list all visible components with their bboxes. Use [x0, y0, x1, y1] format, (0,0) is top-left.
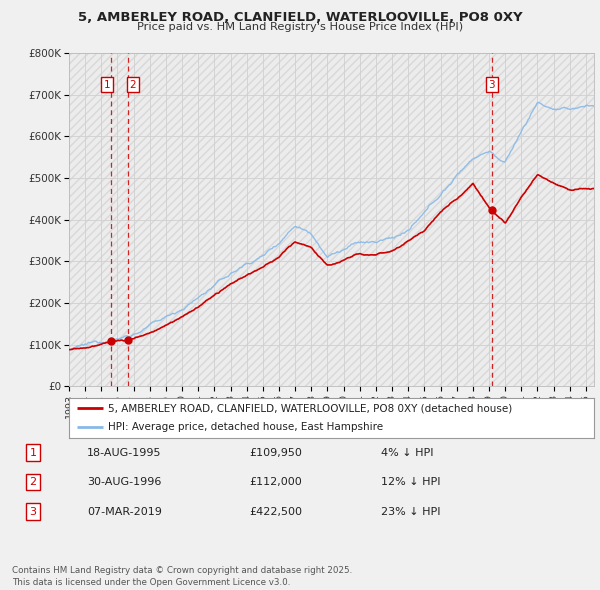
- Text: 18-AUG-1995: 18-AUG-1995: [87, 448, 161, 457]
- Text: 23% ↓ HPI: 23% ↓ HPI: [381, 507, 440, 516]
- Text: 5, AMBERLEY ROAD, CLANFIELD, WATERLOOVILLE, PO8 0XY (detached house): 5, AMBERLEY ROAD, CLANFIELD, WATERLOOVIL…: [109, 404, 512, 414]
- Text: Contains HM Land Registry data © Crown copyright and database right 2025.
This d: Contains HM Land Registry data © Crown c…: [12, 566, 352, 587]
- Text: £422,500: £422,500: [249, 507, 302, 516]
- Text: 30-AUG-1996: 30-AUG-1996: [87, 477, 161, 487]
- Text: 1: 1: [103, 80, 110, 90]
- Text: 1: 1: [29, 448, 37, 457]
- Text: 5, AMBERLEY ROAD, CLANFIELD, WATERLOOVILLE, PO8 0XY: 5, AMBERLEY ROAD, CLANFIELD, WATERLOOVIL…: [77, 11, 523, 24]
- Text: 3: 3: [29, 507, 37, 516]
- Text: HPI: Average price, detached house, East Hampshire: HPI: Average price, detached house, East…: [109, 422, 383, 432]
- Text: Price paid vs. HM Land Registry's House Price Index (HPI): Price paid vs. HM Land Registry's House …: [137, 22, 463, 32]
- Bar: [69, 53, 594, 386]
- Text: 07-MAR-2019: 07-MAR-2019: [87, 507, 162, 516]
- Text: 2: 2: [130, 80, 136, 90]
- Text: 4% ↓ HPI: 4% ↓ HPI: [381, 448, 433, 457]
- Text: £112,000: £112,000: [249, 477, 302, 487]
- Text: 2: 2: [29, 477, 37, 487]
- Text: 12% ↓ HPI: 12% ↓ HPI: [381, 477, 440, 487]
- Text: £109,950: £109,950: [249, 448, 302, 457]
- Bar: [69, 53, 594, 386]
- Text: 3: 3: [488, 80, 495, 90]
